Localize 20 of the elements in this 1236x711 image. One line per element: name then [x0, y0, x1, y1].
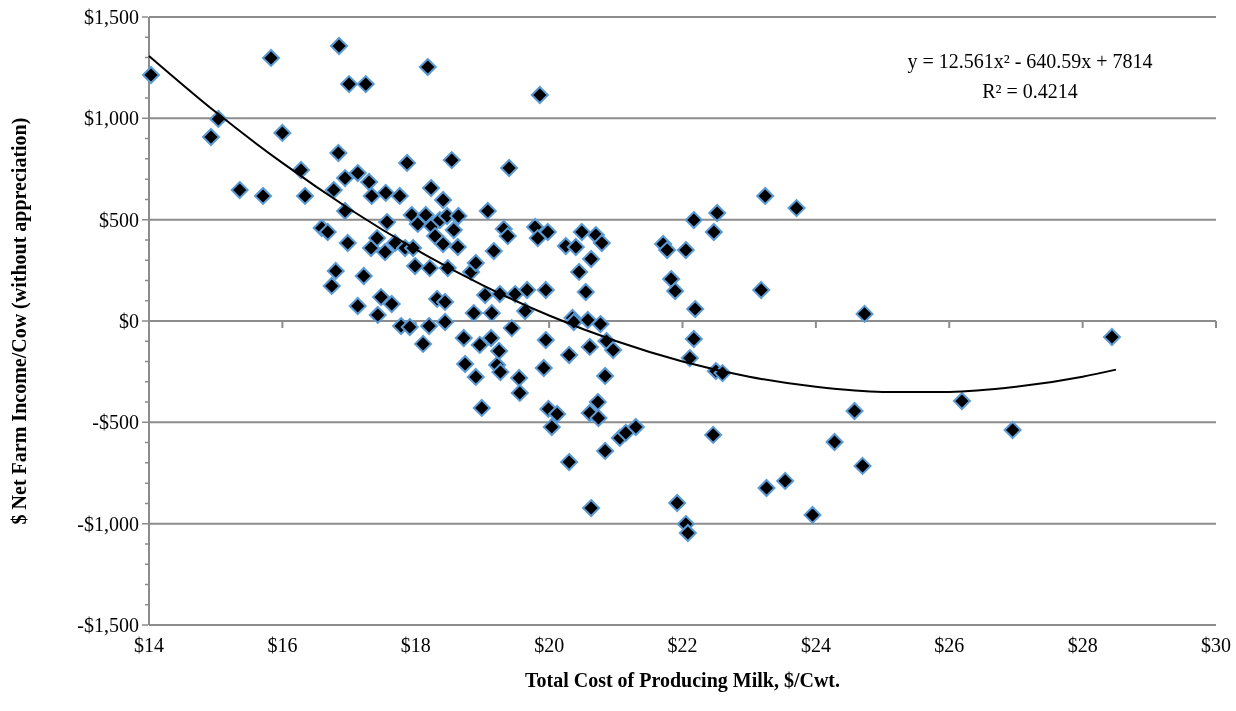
y-tick-label: -$1,000 [77, 512, 139, 535]
y-tick-label: -$500 [92, 411, 139, 434]
y-tick-label: $0 [119, 310, 139, 332]
x-axis-title: Total Cost of Producing Milk, $/Cwt. [524, 669, 841, 692]
x-tick-label: $16 [267, 634, 298, 656]
y-tick-label: $1,000 [84, 107, 139, 130]
x-tick-label: $14 [134, 634, 164, 656]
x-tick-label: $18 [400, 634, 431, 656]
x-tick-label: $26 [934, 634, 965, 656]
y-axis-title: $ Net Farm Income/Cow (without appreciation) [8, 117, 31, 525]
annotation: y = 12.561x² - 640.59x + 7814 [907, 50, 1153, 73]
y-tick-label: -$1,500 [77, 614, 139, 636]
x-tick-label: $24 [800, 634, 831, 656]
annotation: R² = 0.4214 [982, 80, 1078, 102]
x-tick-label: $28 [1067, 634, 1098, 656]
x-tick-label: $30 [1201, 634, 1231, 656]
x-tick-label: $20 [534, 634, 565, 656]
x-tick-label: $22 [667, 634, 698, 656]
y-tick-label: $500 [99, 208, 139, 231]
y-tick-label: $1,500 [84, 6, 139, 28]
